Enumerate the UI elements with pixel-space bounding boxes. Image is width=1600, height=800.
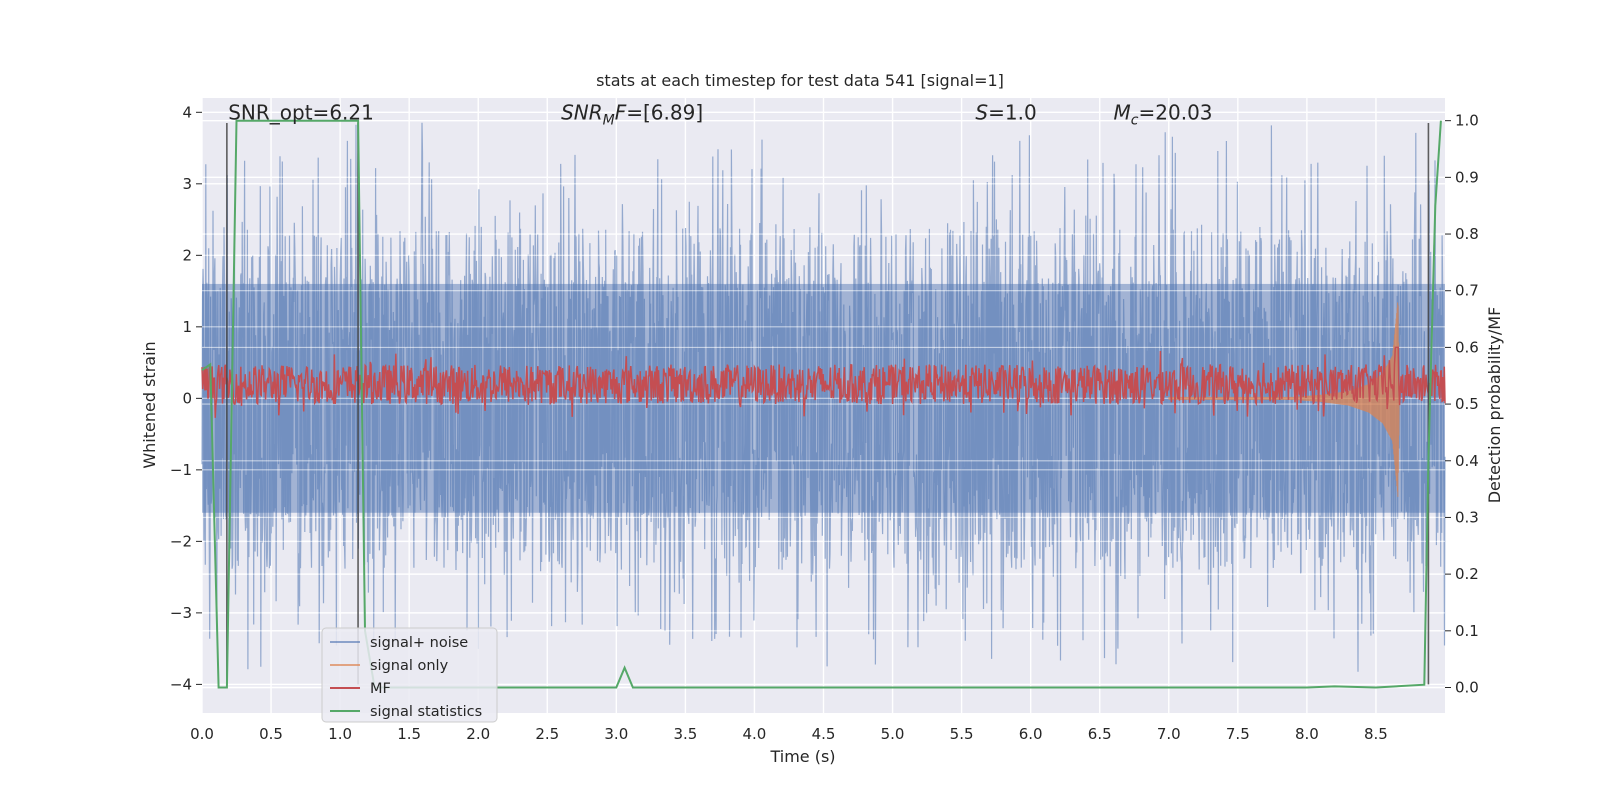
y-right-tick-label: 0.9 bbox=[1455, 168, 1479, 186]
x-tick-label: 6.0 bbox=[1019, 725, 1043, 743]
annotation-part: F bbox=[615, 100, 627, 124]
annotation: Mc=20.03 bbox=[1114, 100, 1213, 128]
x-tick-label: 2.5 bbox=[535, 725, 559, 743]
legend-label: MF bbox=[370, 681, 391, 697]
y-right-tick-label: 0.5 bbox=[1455, 395, 1479, 413]
x-tick-label: 7.0 bbox=[1157, 725, 1181, 743]
y-tick-label: 2 bbox=[182, 246, 192, 264]
y-right-tick-label: 0.7 bbox=[1455, 282, 1479, 300]
annotation-part: S bbox=[975, 100, 988, 124]
series-mf bbox=[201, 346, 1446, 418]
series-signal-statistics bbox=[201, 119, 1442, 689]
y-tick-label: 4 bbox=[182, 103, 192, 121]
x-tick-label: 0.5 bbox=[259, 725, 283, 743]
x-tick-label: 5.5 bbox=[950, 725, 974, 743]
plot-area: 0.0 0.5 1.0 1.5 2.0 2.5 3.0 3.5 4.0 4.5 5.0 5.5 6.0 6… bbox=[170, 98, 1479, 743]
x-tick-label: 1.5 bbox=[397, 725, 421, 743]
annotation: SNR_opt=6.21 bbox=[228, 100, 374, 124]
y-right-tick-label: 0.0 bbox=[1455, 678, 1479, 696]
x-axis-label: Time (s) bbox=[769, 747, 835, 766]
annotation-part: =1.0 bbox=[988, 100, 1037, 124]
y-right-tick-label: 0.1 bbox=[1455, 622, 1479, 640]
chart-title: stats at each timestep for test data 541… bbox=[596, 71, 1004, 90]
series-signal-only bbox=[1168, 302, 1400, 497]
annotation: S=1.0 bbox=[975, 100, 1036, 124]
legend-label: signal+ noise bbox=[370, 635, 468, 651]
annotation-part: M bbox=[603, 112, 615, 128]
annotation: SNRMF=[6.89] bbox=[561, 100, 703, 128]
y-right-tick-label: 0.2 bbox=[1455, 565, 1479, 583]
annotation-part: =[6.89] bbox=[626, 100, 703, 124]
y-right-tick-label: 0.6 bbox=[1455, 338, 1479, 356]
y-tick-label: −1 bbox=[170, 461, 192, 479]
x-tick-label: 2.0 bbox=[466, 725, 490, 743]
y-tick-label: 0 bbox=[182, 389, 192, 407]
annotation-part: SNR_opt=6.21 bbox=[228, 100, 374, 124]
legend-label: signal statistics bbox=[370, 704, 482, 720]
x-tick-label: 0.0 bbox=[190, 725, 214, 743]
annotation-part: c bbox=[1131, 112, 1139, 128]
legend-box bbox=[321, 627, 498, 723]
x-tick-label: 1.0 bbox=[328, 725, 352, 743]
legend-label: signal only bbox=[370, 658, 449, 674]
x-tick-label: 7.5 bbox=[1226, 725, 1250, 743]
y-right-tick-label: 0.3 bbox=[1455, 508, 1479, 526]
y-right-tick-label: 1.0 bbox=[1455, 112, 1479, 130]
y-tick-label: −2 bbox=[170, 532, 192, 550]
y-tick-label: −4 bbox=[170, 675, 192, 693]
x-tick-label: 3.0 bbox=[604, 725, 628, 743]
annotation-part: M bbox=[1114, 100, 1131, 124]
annotation-part: SNR bbox=[561, 100, 603, 124]
annotation-part: =20.03 bbox=[1139, 100, 1213, 124]
y-axis-label: Whitened strain bbox=[140, 341, 159, 468]
x-tick-label: 3.5 bbox=[673, 725, 697, 743]
y-right-tick-label: 0.4 bbox=[1455, 452, 1479, 470]
x-tick-label: 4.0 bbox=[743, 725, 767, 743]
x-tick-label: 8.0 bbox=[1295, 725, 1319, 743]
y-tick-label: 1 bbox=[182, 318, 192, 336]
y-right-axis-label: Detection probability/MF bbox=[1485, 307, 1504, 504]
legend: signal+ noise signal only MF signal statist… bbox=[321, 627, 498, 723]
x-tick-label: 4.5 bbox=[812, 725, 836, 743]
y-tick-label: −3 bbox=[170, 604, 192, 622]
y-tick-label: 3 bbox=[182, 175, 192, 193]
x-tick-label: 8.5 bbox=[1364, 725, 1388, 743]
x-tick-label: 6.5 bbox=[1088, 725, 1112, 743]
y-right-tick-label: 0.8 bbox=[1455, 225, 1479, 243]
x-tick-label: 5.0 bbox=[881, 725, 905, 743]
